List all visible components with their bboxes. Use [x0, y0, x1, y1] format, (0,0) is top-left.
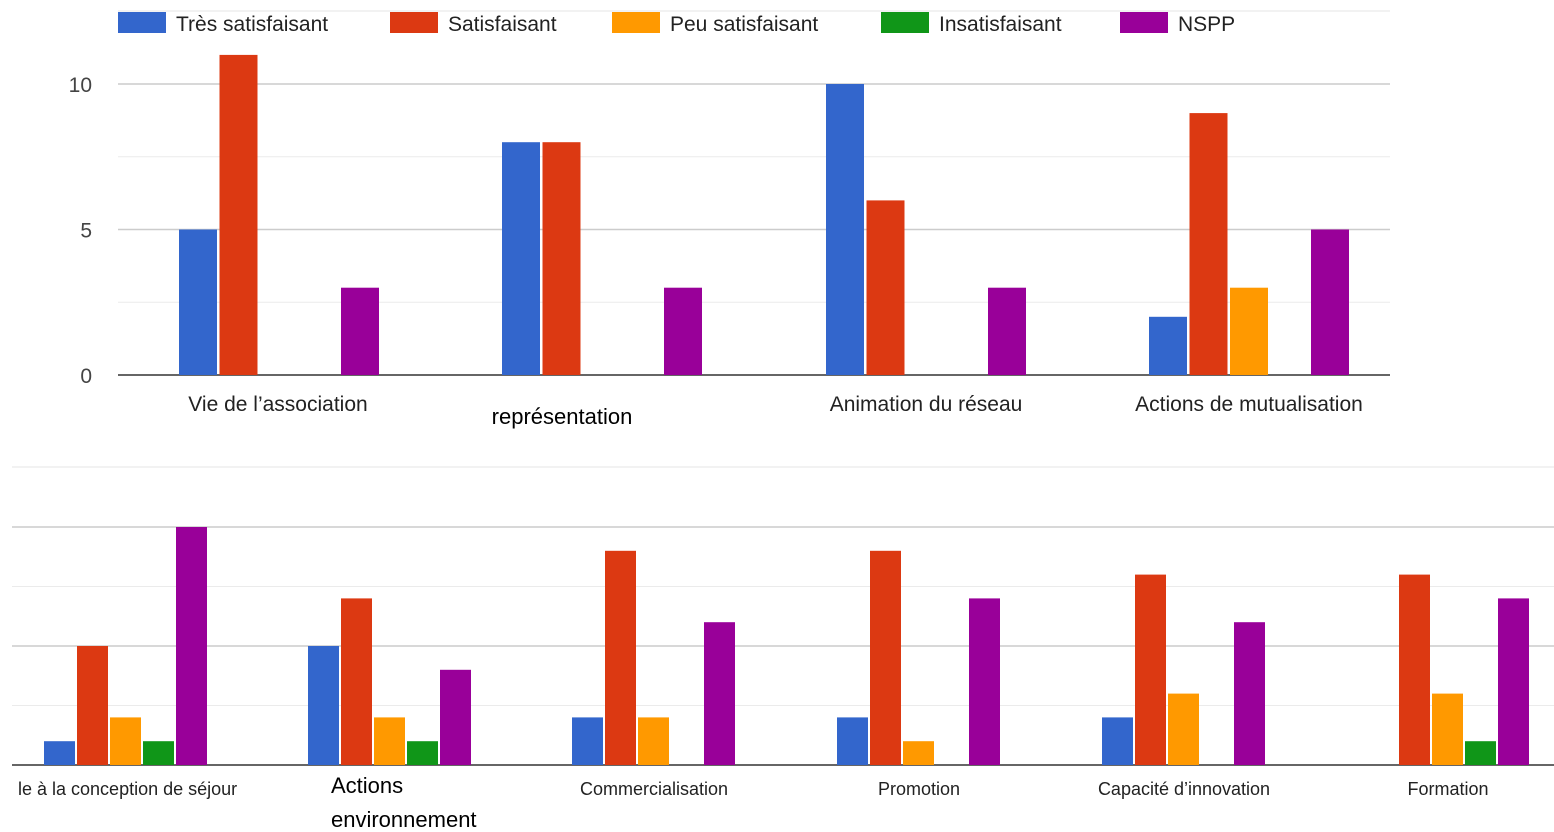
x-label-vie-de-l-association: Vie de l’association	[188, 393, 367, 416]
legend: Très satisfaisant Satisfaisant Peu satisfa…	[118, 12, 1235, 36]
x-label-actions-de-mutualisation: Actions de mutualisation	[1135, 393, 1363, 416]
bar-le-a-la-conception-de-sejour-insatisfaisant	[143, 741, 174, 765]
bar-actions-environnement-satisfaisant	[341, 598, 372, 765]
chart-bottom: le à la conception de séjour Actions envir…	[12, 466, 1554, 832]
legend-swatch-peu-satisfaisant	[612, 12, 660, 33]
legend-label-nspp: NSPP	[1178, 13, 1235, 36]
bar-animation-du-reseau-nspp	[988, 287, 1026, 375]
bar-actions-de-mutualisation-nspp	[1311, 229, 1349, 375]
bar-vie-de-l-association-tres-satisfaisant	[179, 229, 217, 375]
x-label-promotion: Promotion	[878, 779, 960, 799]
legend-swatch-tres-satisfaisant	[118, 12, 166, 33]
bar-promotion-satisfaisant	[870, 550, 901, 765]
bar-formation-peu-satisfaisant	[1432, 693, 1463, 765]
bar-le-a-la-conception-de-sejour-peu-satisfaisant	[110, 717, 141, 765]
x-label-formation: Formation	[1407, 779, 1488, 799]
legend-label-insatisfaisant: Insatisfaisant	[939, 13, 1062, 36]
x-label-commercialisation: Commercialisation	[580, 779, 728, 799]
bar-le-a-la-conception-de-sejour-satisfaisant	[77, 646, 108, 765]
bar-vie-de-l-association-nspp	[341, 287, 379, 375]
bar-capacite-d-innovation-satisfaisant	[1135, 574, 1166, 765]
y-tick-label: 10	[69, 74, 92, 97]
bar-actions-environnement-peu-satisfaisant	[374, 717, 405, 765]
bar-animation-du-reseau-tres-satisfaisant	[826, 84, 864, 375]
bar-capacite-d-innovation-tres-satisfaisant	[1102, 717, 1133, 765]
bar-capacite-d-innovation-peu-satisfaisant	[1168, 693, 1199, 765]
x-label-capacite-d-innovation: Capacité d’innovation	[1098, 779, 1270, 799]
bar-commercialisation-peu-satisfaisant	[638, 717, 669, 765]
bar-actions-de-mutualisation-peu-satisfaisant	[1230, 287, 1268, 375]
bar-le-a-la-conception-de-sejour-tres-satisfaisant	[44, 741, 75, 765]
x-label-animation-du-reseau: Animation du réseau	[830, 393, 1023, 416]
bar-actions-environnement-tres-satisfaisant	[308, 646, 339, 765]
bar-commercialisation-satisfaisant	[605, 550, 636, 765]
chart-top-y-ticks: 0 5 10	[69, 74, 92, 388]
x-label-le-a-la-conception-de-sejour: le à la conception de séjour	[18, 779, 237, 799]
chart-bottom-x-labels: le à la conception de séjour Actions envir…	[18, 773, 1489, 832]
chart-bottom-gridlines	[12, 466, 1554, 766]
chart-bottom-bars	[44, 527, 1529, 765]
bar-actions-environnement-nspp	[440, 669, 471, 765]
bar-representation-satisfaisant	[542, 142, 581, 375]
bar-actions-de-mutualisation-tres-satisfaisant	[1149, 316, 1187, 375]
bar-formation-nspp	[1498, 598, 1529, 765]
bar-representation-nspp	[664, 287, 702, 375]
legend-swatch-insatisfaisant	[881, 12, 929, 33]
bar-promotion-nspp	[969, 598, 1000, 765]
bar-commercialisation-nspp	[704, 622, 735, 765]
legend-swatch-nspp	[1120, 12, 1168, 33]
chart-top-gridlines	[118, 10, 1390, 376]
x-label-actions-environnement: Actions environnement	[331, 773, 477, 832]
bar-capacite-d-innovation-nspp	[1234, 622, 1265, 765]
legend-label-peu-satisfaisant: Peu satisfaisant	[670, 13, 818, 36]
bar-animation-du-reseau-satisfaisant	[866, 200, 905, 375]
bar-promotion-peu-satisfaisant	[903, 741, 934, 765]
bar-promotion-tres-satisfaisant	[837, 717, 868, 765]
y-tick-label: 0	[80, 365, 92, 388]
bar-le-a-la-conception-de-sejour-nspp	[176, 527, 207, 765]
bar-formation-satisfaisant	[1399, 574, 1430, 765]
bar-actions-environnement-insatisfaisant	[407, 741, 438, 765]
bar-formation-insatisfaisant	[1465, 741, 1496, 765]
chart-top: 0 5 10 Vie de l’association représentation A…	[69, 10, 1390, 429]
legend-label-satisfaisant: Satisfaisant	[448, 13, 557, 36]
chart-top-x-labels: Vie de l’association représentation Animat…	[188, 393, 1363, 429]
x-label-representation: représentation	[492, 404, 633, 429]
bar-commercialisation-tres-satisfaisant	[572, 717, 603, 765]
bar-actions-de-mutualisation-satisfaisant	[1189, 113, 1228, 375]
y-tick-label: 5	[80, 220, 92, 243]
bar-vie-de-l-association-satisfaisant	[219, 54, 258, 376]
legend-swatch-satisfaisant	[390, 12, 438, 33]
chart-top-bars	[179, 54, 1349, 376]
legend-label-tres-satisfaisant: Très satisfaisant	[176, 13, 328, 36]
bar-representation-tres-satisfaisant	[502, 142, 540, 375]
